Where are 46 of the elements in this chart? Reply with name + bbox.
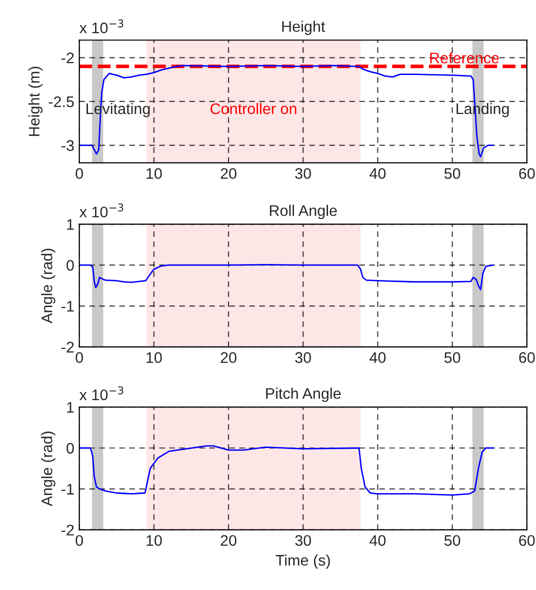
y-tick-label: 1 (67, 219, 74, 230)
x-tick-label: 20 (220, 352, 236, 364)
x-tick-label: 10 (146, 352, 162, 364)
line-series (79, 264, 494, 290)
x-tick-label: 40 (370, 168, 386, 179)
x-tick-label: 50 (444, 535, 460, 546)
text: x 10$^{−3}$ (80, 203, 124, 218)
x-tick-label: 60 (519, 352, 535, 364)
x-tick-label: 30 (295, 535, 312, 546)
x-tick-label: 60 (519, 168, 535, 179)
x-axis-title: Time (s) (276, 554, 330, 569)
chart-title: Height (282, 20, 326, 35)
x-tick-label: 10 (146, 535, 162, 546)
x-tick-label: 20 (220, 168, 236, 179)
x-tick-label: 0 (76, 168, 83, 179)
y-tick-label: 0 (66, 260, 74, 271)
y-axis-title: Angle (rad) (41, 432, 56, 506)
y-tick-label: -2.5 (48, 96, 74, 108)
ref-line-label: Reference (430, 52, 499, 64)
x-tick-label: 30 (295, 352, 312, 364)
y-tick-label: -1 (62, 301, 74, 312)
y-tick-label: 0 (66, 442, 74, 454)
x-tick-label: 40 (370, 352, 386, 364)
y-tick-label: -3 (62, 140, 74, 151)
y-axis-title: Angle (rad) (41, 248, 56, 324)
x-tick-label: 50 (444, 352, 460, 364)
chart-title: Pitch Angle (266, 388, 341, 402)
band-label: Controller on (210, 102, 296, 114)
chart-title: Roll Angle (270, 204, 337, 220)
x-tick-label: 30 (295, 168, 312, 179)
x-tick-label: 50 (444, 168, 460, 179)
x-tick-label: 40 (370, 535, 386, 546)
y-tick-label: 1 (67, 402, 74, 413)
x-tick-label: 60 (519, 535, 535, 546)
y-tick-label: -2 (62, 524, 74, 536)
x-tick-label: 0 (76, 352, 83, 364)
x-tick-label: 0 (76, 535, 83, 546)
x-tick-label: 10 (146, 168, 162, 179)
y-axis-title: Height (m) (28, 66, 43, 136)
y-tick-label: -2 (62, 52, 74, 64)
line-series (79, 445, 494, 496)
text: x 10$^{−3}$ (80, 19, 124, 34)
x-tick-label: 20 (220, 535, 236, 546)
y-tick-label: -1 (62, 484, 74, 494)
y-tick-label: -2 (62, 342, 74, 352)
text: x 10$^{−3}$ (80, 386, 124, 400)
